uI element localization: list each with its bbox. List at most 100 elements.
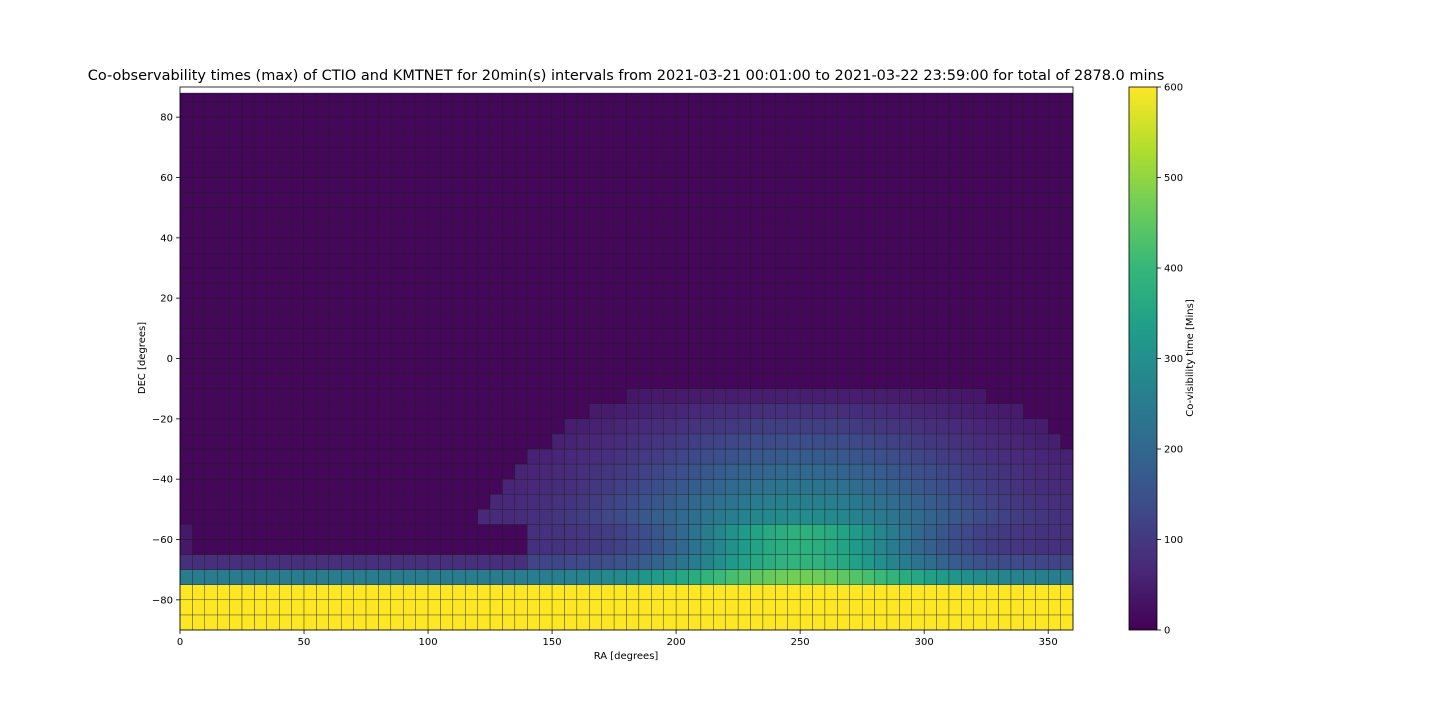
heatmap-cell bbox=[465, 92, 478, 103]
heatmap-cell bbox=[390, 267, 404, 284]
heatmap-cell bbox=[737, 328, 751, 344]
heatmap-cell bbox=[837, 388, 850, 404]
heatmap-cell bbox=[291, 539, 305, 555]
heatmap-cell bbox=[303, 539, 317, 555]
heatmap-cell bbox=[328, 403, 342, 420]
heatmap-cell bbox=[861, 539, 875, 555]
heatmap-cell bbox=[365, 207, 379, 223]
heatmap-cell bbox=[390, 116, 404, 133]
heatmap-cell bbox=[303, 92, 317, 103]
heatmap-cell bbox=[675, 132, 689, 148]
heatmap-cell bbox=[502, 448, 516, 465]
heatmap-cell bbox=[1023, 177, 1036, 193]
heatmap-cell bbox=[390, 388, 404, 404]
heatmap-cell bbox=[217, 524, 230, 540]
heatmap-cell bbox=[316, 252, 330, 269]
heatmap-cell bbox=[663, 132, 677, 148]
heatmap-cell bbox=[527, 463, 540, 480]
heatmap-cell bbox=[291, 599, 305, 616]
heatmap-cell bbox=[254, 313, 267, 329]
heatmap-cell bbox=[626, 192, 640, 208]
heatmap-cell bbox=[365, 192, 379, 208]
heatmap-cell bbox=[750, 132, 764, 148]
heatmap-cell bbox=[824, 494, 838, 510]
heatmap-cell bbox=[551, 132, 565, 148]
heatmap-cell bbox=[700, 478, 714, 495]
heatmap-cell bbox=[489, 388, 503, 404]
heatmap-cell bbox=[341, 358, 354, 374]
heatmap-cell bbox=[217, 463, 230, 480]
heatmap-cell bbox=[489, 358, 503, 374]
heatmap-cell bbox=[787, 267, 801, 284]
heatmap-cell bbox=[514, 463, 528, 480]
heatmap-cell bbox=[427, 162, 441, 178]
heatmap-cell bbox=[663, 162, 677, 178]
heatmap-cell bbox=[427, 358, 441, 374]
heatmap-cell bbox=[328, 584, 342, 601]
heatmap-cell bbox=[713, 433, 726, 450]
heatmap-cell bbox=[589, 297, 602, 314]
heatmap-cell bbox=[415, 463, 429, 480]
heatmap-cell bbox=[762, 328, 776, 344]
heatmap-cell bbox=[961, 207, 974, 223]
heatmap-cell bbox=[353, 433, 367, 450]
heatmap-cell bbox=[440, 494, 454, 510]
heatmap-cell bbox=[316, 448, 330, 465]
heatmap-cell bbox=[936, 614, 950, 631]
heatmap-cell bbox=[551, 237, 565, 254]
heatmap-cell bbox=[1048, 343, 1061, 359]
heatmap-cell bbox=[477, 358, 491, 374]
heatmap-cell bbox=[489, 92, 503, 103]
heatmap-cell bbox=[775, 388, 788, 404]
heatmap-cell bbox=[737, 358, 751, 374]
heatmap-cell bbox=[341, 252, 354, 269]
heatmap-cell bbox=[341, 403, 354, 420]
heatmap-cell bbox=[948, 433, 962, 450]
heatmap-cell bbox=[899, 267, 912, 284]
heatmap-cell bbox=[192, 162, 205, 178]
heatmap-cell bbox=[911, 207, 925, 223]
heatmap-cell bbox=[651, 403, 664, 420]
heatmap-cell bbox=[861, 207, 875, 223]
heatmap-cell bbox=[576, 222, 590, 239]
heatmap-cell bbox=[762, 237, 776, 254]
heatmap-cell bbox=[427, 282, 441, 299]
heatmap-cell bbox=[365, 267, 379, 284]
heatmap-cell bbox=[911, 282, 925, 299]
heatmap-cell bbox=[911, 463, 925, 480]
heatmap-cell bbox=[886, 252, 900, 269]
heatmap-cell bbox=[365, 132, 379, 148]
heatmap-cell bbox=[626, 569, 640, 585]
heatmap-cell bbox=[452, 222, 466, 239]
heatmap-cell bbox=[365, 282, 379, 299]
heatmap-cell bbox=[551, 297, 565, 314]
heatmap-cell bbox=[713, 313, 726, 329]
heatmap-cell bbox=[626, 584, 640, 601]
heatmap-cell bbox=[899, 554, 912, 570]
heatmap-cell bbox=[291, 132, 305, 148]
heatmap-cell bbox=[899, 584, 912, 601]
heatmap-cell bbox=[403, 132, 416, 148]
heatmap-cell bbox=[502, 569, 516, 585]
heatmap-cell bbox=[316, 297, 330, 314]
heatmap-cell bbox=[254, 343, 267, 359]
heatmap-cell bbox=[762, 162, 776, 178]
heatmap-cell bbox=[576, 116, 590, 133]
heatmap-cell bbox=[415, 297, 429, 314]
heatmap-cell bbox=[663, 539, 677, 555]
heatmap-cell bbox=[341, 328, 354, 344]
heatmap-cell bbox=[477, 116, 491, 133]
heatmap-cell bbox=[725, 478, 739, 495]
heatmap-cell bbox=[638, 252, 652, 269]
heatmap-cell bbox=[737, 162, 751, 178]
heatmap-cell bbox=[787, 147, 801, 163]
heatmap-cell bbox=[564, 524, 578, 540]
heatmap-cell bbox=[948, 207, 962, 223]
heatmap-cell bbox=[986, 207, 999, 223]
heatmap-cell bbox=[1010, 524, 1024, 540]
heatmap-cell bbox=[440, 418, 454, 435]
heatmap-cell bbox=[787, 192, 801, 208]
heatmap-cell bbox=[725, 373, 739, 389]
heatmap-cell bbox=[936, 584, 950, 601]
heatmap-cell bbox=[316, 177, 330, 193]
